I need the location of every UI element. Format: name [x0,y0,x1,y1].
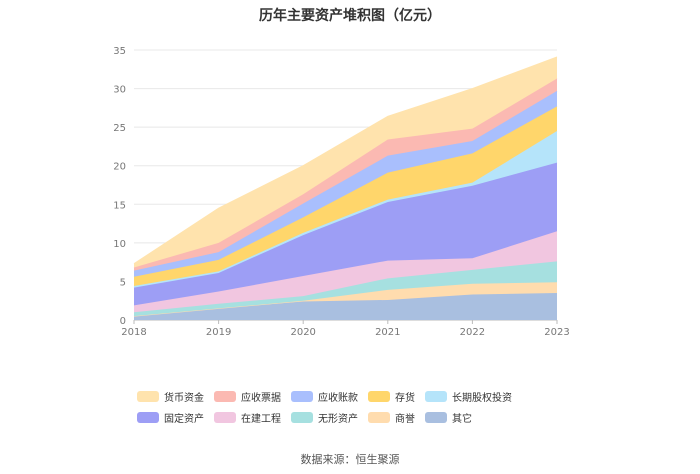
area-edge-货币资金 [133,56,558,265]
legend-label: 货币资金 [164,393,204,404]
legend-swatch [291,391,313,402]
y-tick-label: 5 [120,277,126,288]
legend-swatch [137,391,159,402]
legend-label: 固定资产 [164,414,204,425]
area-应收票据[interactable] [134,78,557,271]
area-应收账款[interactable] [134,90,557,277]
legend: 货币资金 应收票据 应收账款 存货 长期股权投资固定资产 在建工程 无形资产 商誉 其它 [137,390,597,425]
legend-label: 应收账款 [318,393,358,404]
legend-label: 无形资产 [318,414,358,425]
area-layer [133,56,558,320]
area-货币资金[interactable] [134,56,557,268]
legend-item-商誉[interactable]: 商誉 [368,411,415,425]
legend-item-其它[interactable]: 其它 [425,411,472,425]
y-tick-label: 30 [113,85,126,96]
area-无形资产[interactable] [134,261,557,317]
legend-swatch [425,391,447,402]
legend-item-固定资产[interactable]: 固定资产 [137,411,204,425]
x-tick-label: 2019 [206,327,231,338]
area-其它[interactable] [134,293,557,320]
legend-swatch [214,412,236,423]
axis-layer: 0 5 10 15 20 25 30 35 2018 2019 2020 2021 2022 2023 [113,46,569,338]
legend-swatch [214,391,236,402]
x-tick-label: 2022 [460,327,485,338]
x-tick-label: 2020 [290,327,315,338]
data-source-note: 数据来源：恒生聚源 [300,453,400,466]
x-tick-label: 2023 [544,327,569,338]
legend-item-长期股权投资[interactable]: 长期股权投资 [425,390,512,404]
y-tick-label: 0 [120,316,126,327]
legend-item-应收账款[interactable]: 应收账款 [291,390,358,404]
area-在建工程[interactable] [134,231,557,313]
legend-label: 应收票据 [241,393,281,404]
y-tick-label: 10 [113,239,126,250]
legend-swatch [425,412,447,423]
legend-swatch [137,412,159,423]
legend-swatch [291,412,313,423]
y-tick-label: 35 [113,46,126,57]
y-tick-label: 15 [113,200,126,211]
area-商誉[interactable] [134,282,557,317]
legend-item-存货[interactable]: 存货 [368,390,415,404]
legend-swatch [368,391,390,402]
legend-item-在建工程[interactable]: 在建工程 [214,411,281,425]
legend-item-应收票据[interactable]: 应收票据 [214,390,281,404]
area-存货[interactable] [134,106,557,287]
legend-label: 存货 [395,393,415,404]
legend-item-无形资产[interactable]: 无形资产 [291,411,358,425]
x-tick-label: 2018 [121,327,146,338]
legend-label: 长期股权投资 [452,393,512,404]
legend-label: 商誉 [395,414,415,425]
legend-label: 在建工程 [241,414,281,425]
x-tick-label: 2021 [375,327,400,338]
y-tick-label: 25 [113,123,126,134]
area-固定资产[interactable] [134,162,557,306]
legend-swatch [368,412,390,423]
chart-title: 历年主要资产堆积图（亿元） [259,8,441,24]
legend-label: 其它 [452,414,472,425]
y-tick-label: 20 [113,162,126,173]
legend-item-货币资金[interactable]: 货币资金 [137,390,204,404]
